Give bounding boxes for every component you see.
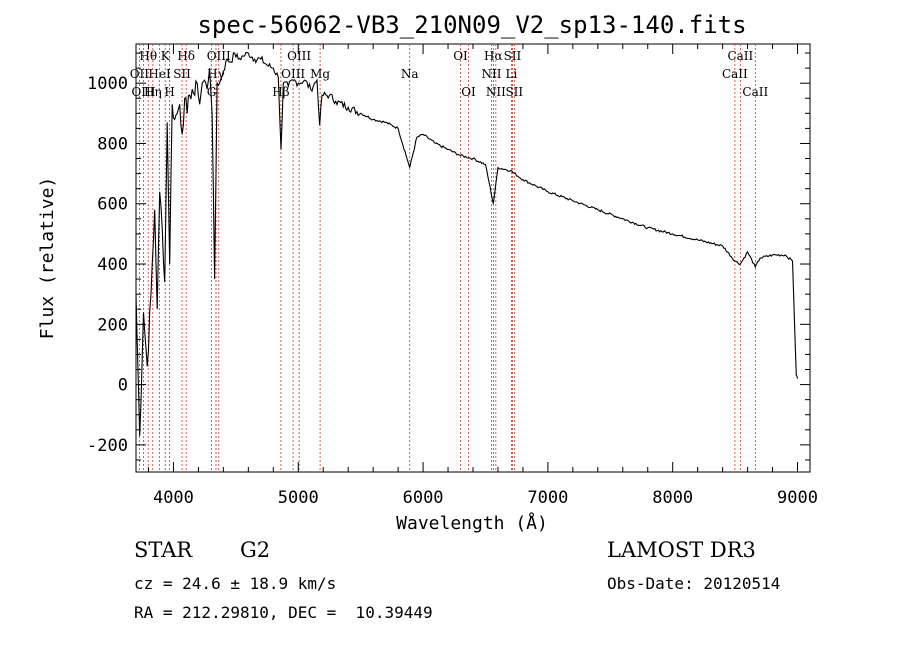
- y-tick-label: 600: [97, 195, 128, 215]
- spectral-line-label: CaII: [722, 67, 748, 81]
- object-class: STAR: [134, 538, 193, 562]
- chart-title: spec-56062-VB3_210N09_V2_sp13-140.fits: [197, 11, 746, 39]
- spectrum-series-line: [135, 52, 799, 436]
- x-tick-label: 9000: [777, 488, 818, 508]
- redshift-value: cz = 24.6 ± 18.9 km/s: [134, 574, 337, 593]
- spectral-line-label: CaII: [742, 85, 768, 99]
- spectral-line-label: SII: [505, 85, 523, 99]
- x-tick-label: 7000: [527, 488, 568, 508]
- spectral-line-label: Li: [506, 67, 518, 81]
- x-tick-label: 5000: [278, 488, 319, 508]
- spectral-line-label: Hγ: [207, 67, 225, 81]
- spectral-line-label: SII: [504, 49, 522, 63]
- spectral-line-label: Na: [401, 67, 419, 81]
- plot-frame: [135, 43, 811, 473]
- y-tick-label: -200: [87, 436, 128, 456]
- spectral-line-label: Mg: [310, 67, 330, 81]
- y-axis-label: Flux (relative): [37, 177, 58, 340]
- x-tick-label: 4000: [153, 488, 194, 508]
- spectral-line-label: SII: [173, 67, 191, 81]
- coordinates: RA = 212.29810, DEC = 10.39449: [134, 603, 433, 622]
- spectral-line-label: OIII: [131, 85, 155, 99]
- y-tick-label: 200: [97, 315, 128, 335]
- spectral-line-label: Hβ: [272, 85, 289, 99]
- spectral-line-label: OII: [130, 67, 150, 81]
- spectral-line-label: OIII: [207, 49, 231, 63]
- spectral-line-label: HeI: [148, 67, 171, 81]
- spectral-line-label: Hδ: [177, 49, 195, 63]
- spectral-line-label: Hα: [484, 49, 503, 63]
- x-tick-label: 6000: [403, 488, 444, 508]
- spectral-line-label: Hη: [144, 85, 162, 99]
- y-tick-label: 1000: [87, 74, 128, 94]
- spectral-line-label: NII: [481, 67, 501, 81]
- spectral-line-label: OIII: [281, 67, 305, 81]
- spectral-line-label: NII: [486, 85, 506, 99]
- y-tick-label: 400: [97, 255, 128, 275]
- y-tick-label: 0: [118, 376, 128, 396]
- x-tick-label: 8000: [652, 488, 693, 508]
- observation-date: Obs-Date: 20120514: [607, 574, 781, 593]
- survey-name: LAMOST DR3: [607, 538, 756, 562]
- spectral-line-label: OI: [461, 85, 476, 99]
- spectral-line-label: H: [164, 85, 174, 99]
- spectral-line-label: G: [207, 85, 217, 99]
- spectral-line-label: K: [161, 49, 171, 63]
- spectral-line-label: OI: [453, 49, 468, 63]
- y-tick-label: 800: [97, 134, 128, 154]
- spectral-line-label: Hθ: [139, 49, 157, 63]
- spectral-line-label: OIII: [287, 49, 311, 63]
- spectral-line-label: CaII: [727, 49, 753, 63]
- object-subclass: G2: [240, 538, 271, 562]
- x-axis-label: Wavelength (Å): [396, 512, 548, 534]
